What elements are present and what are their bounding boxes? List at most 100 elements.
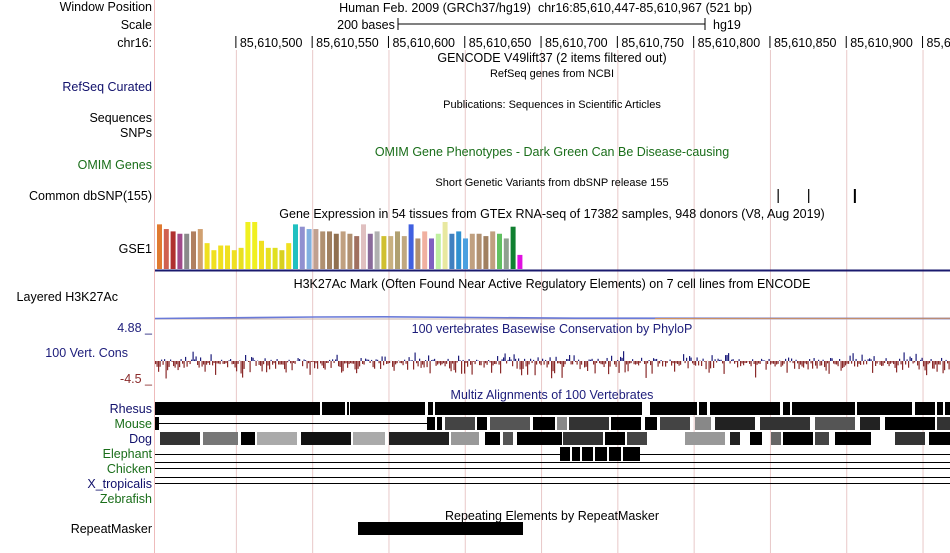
repeat-element[interactable] — [358, 522, 523, 535]
phylop-score — [831, 358, 833, 361]
gtex-tissue-bar[interactable] — [449, 233, 455, 269]
dbsnp-variant[interactable] — [777, 189, 779, 203]
gtex-tissue-bar[interactable] — [469, 233, 475, 269]
elephant-gap — [621, 447, 623, 461]
label-common-dbsnp[interactable]: Common dbSNP(155) — [29, 189, 152, 203]
label-snps[interactable]: SNPs — [120, 126, 152, 140]
mouse-alignment — [155, 417, 159, 430]
label-dog[interactable]: Dog — [129, 432, 152, 446]
label-mouse[interactable]: Mouse — [114, 417, 152, 431]
label-chicken[interactable]: Chicken — [106, 462, 152, 476]
phylop-score — [213, 361, 215, 364]
gtex-tissue-bar[interactable] — [408, 224, 414, 269]
gtex-tissue-bar[interactable] — [442, 222, 448, 269]
label-x-tropicalis[interactable]: X_tropicalis — [87, 477, 152, 491]
gtex-tissue-bar[interactable] — [170, 231, 176, 269]
gtex-tissue-bar[interactable] — [347, 233, 353, 269]
phylop-score — [551, 361, 553, 379]
gtex-tissue-bar[interactable] — [327, 231, 332, 269]
gtex-tissue-bar[interactable] — [197, 229, 203, 269]
label-sequences[interactable]: Sequences — [89, 111, 152, 125]
phylop-score — [404, 359, 406, 361]
gtex-tissue-bar[interactable] — [361, 224, 366, 269]
gtex-tissue-bar[interactable] — [272, 247, 278, 269]
gtex-tissue-bar[interactable] — [265, 247, 271, 269]
phylop-score — [894, 361, 896, 368]
gtex-tissue-bar[interactable] — [333, 233, 339, 269]
label-gse1[interactable]: GSE1 — [118, 242, 152, 256]
gtex-tissue-bar[interactable] — [429, 238, 434, 269]
label-omim-genes[interactable]: OMIM Genes — [77, 158, 152, 172]
label-elephant[interactable]: Elephant — [102, 447, 152, 461]
phylop-score — [429, 361, 431, 374]
gtex-tissue-bars — [157, 222, 523, 270]
gtex-tissue-bar[interactable] — [476, 233, 482, 269]
gtex-tissue-bar[interactable] — [211, 250, 217, 269]
phylop-score — [708, 361, 710, 373]
gtex-tissue-bar[interactable] — [184, 233, 190, 269]
gtex-tissue-bar[interactable] — [231, 250, 237, 269]
label-layered-h3k27ac[interactable]: Layered H3K27Ac — [16, 290, 118, 304]
gtex-tissue-bar[interactable] — [381, 236, 387, 269]
phylop-score — [285, 361, 287, 373]
gtex-tissue-bar[interactable] — [510, 226, 516, 269]
label-zebrafish[interactable]: Zebrafish — [99, 492, 152, 506]
gtex-tissue-bar[interactable] — [157, 224, 162, 269]
gtex-tissue-bar[interactable] — [279, 250, 285, 269]
dog-alignment — [835, 432, 871, 445]
browser-image[interactable]: Human Feb. 2009 (GRCh37/hg19) chr16:85,6… — [155, 0, 950, 553]
label-repeatmasker[interactable]: RepeatMasker — [70, 522, 152, 536]
gtex-tissue-bar[interactable] — [503, 238, 509, 269]
label-refseq-curated[interactable]: RefSeq Curated — [62, 80, 152, 94]
gtex-tissue-bar[interactable] — [177, 233, 183, 269]
gtex-tissue-bar[interactable] — [401, 236, 407, 269]
label-100-vert-cons[interactable]: 100 Vert. Cons — [45, 346, 128, 360]
gtex-tissue-bar[interactable] — [490, 231, 496, 269]
phylop-score — [266, 361, 268, 373]
gtex-tissue-bar[interactable] — [259, 240, 264, 269]
phylop-score — [672, 361, 674, 364]
gtex-tissue-bar[interactable] — [218, 245, 224, 270]
gtex-tissue-bar[interactable] — [313, 229, 319, 269]
gtex-tissue-bar[interactable] — [320, 231, 326, 269]
phylop-score — [185, 356, 187, 361]
gtex-tissue-bar[interactable] — [238, 247, 244, 269]
gtex-tissue-bar[interactable] — [422, 231, 428, 269]
gtex-tissue-bar[interactable] — [456, 231, 462, 269]
gtex-tissue-bar[interactable] — [286, 243, 292, 269]
gtex-tissue-bar[interactable] — [204, 243, 210, 269]
gtex-tissue-bar[interactable] — [367, 233, 373, 269]
gtex-tissue-bar[interactable] — [225, 245, 230, 270]
gtex-tissue-bar[interactable] — [497, 233, 502, 269]
dbsnp-variant[interactable] — [853, 189, 856, 203]
gtex-tissue-bar[interactable] — [354, 236, 360, 269]
gtex-tissue-bar[interactable] — [388, 236, 394, 269]
phylop-score — [252, 357, 254, 361]
ruler-tick-label: 85,610,950 — [927, 36, 950, 50]
mouse-alignment — [860, 417, 880, 430]
gtex-tissue-bar[interactable] — [395, 231, 400, 269]
gtex-tissue-bar[interactable] — [293, 224, 298, 269]
gtex-tissue-bar[interactable] — [415, 238, 421, 269]
phylop-score — [855, 358, 857, 361]
gtex-tissue-bar[interactable] — [252, 222, 258, 269]
gtex-tissue-bar[interactable] — [463, 238, 468, 269]
phylop-score — [615, 361, 617, 367]
gtex-tissue-bar[interactable] — [374, 231, 380, 269]
gtex-tissue-bar[interactable] — [483, 236, 489, 269]
gtex-tissue-bar[interactable] — [517, 254, 523, 269]
phylop-score — [417, 361, 419, 367]
phylop-score — [245, 355, 247, 361]
gtex-tissue-bar[interactable] — [245, 222, 251, 269]
dbsnp-variant[interactable] — [808, 189, 810, 203]
gtex-tissue-bar[interactable] — [191, 231, 196, 269]
label-rhesus[interactable]: Rhesus — [109, 402, 152, 416]
gtex-tissue-bar[interactable] — [299, 226, 305, 269]
phylop-score — [468, 359, 470, 361]
gtex-tissue-bar[interactable] — [340, 231, 346, 269]
rhesus-gap — [320, 402, 322, 415]
gtex-tissue-bar[interactable] — [435, 233, 441, 269]
phylop-score — [846, 361, 848, 364]
gtex-tissue-bar[interactable] — [163, 229, 169, 269]
gtex-tissue-bar[interactable] — [306, 229, 312, 269]
